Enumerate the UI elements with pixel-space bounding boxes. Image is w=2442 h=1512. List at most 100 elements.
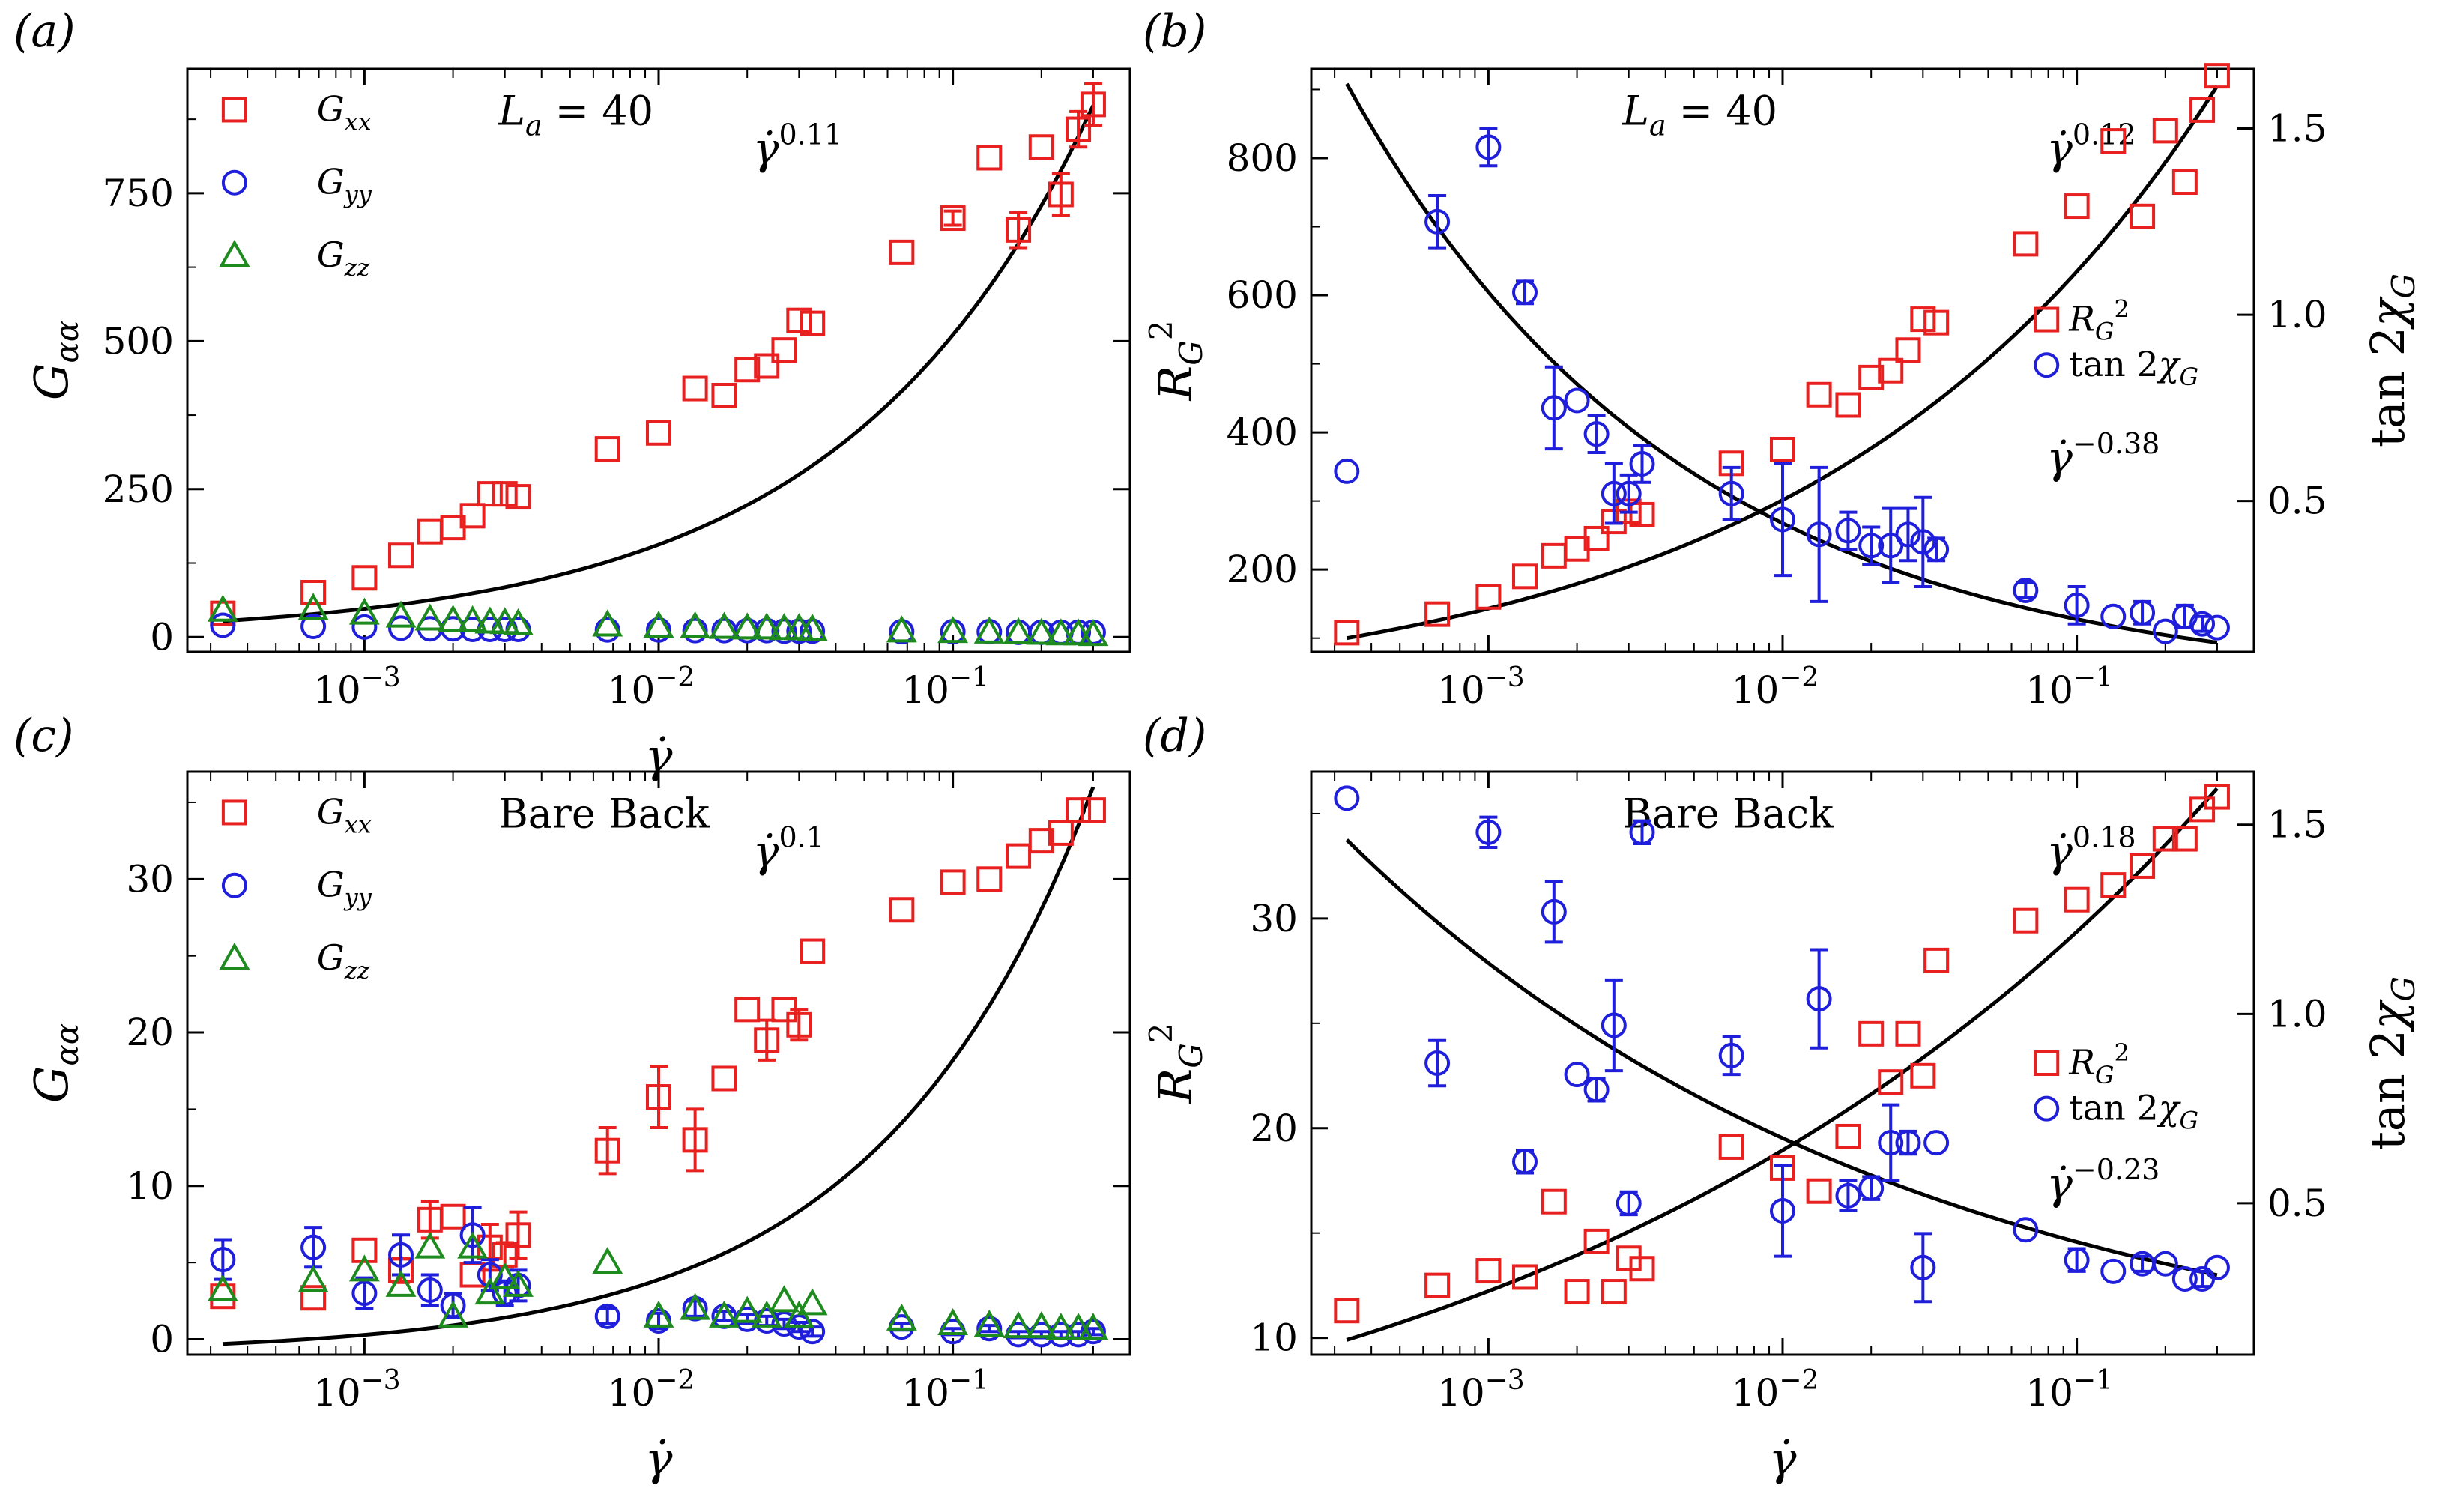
y-right-tick-label: 1.5 <box>2267 803 2327 847</box>
data-point-square <box>2189 97 2216 123</box>
x-tick-label: 10−2 <box>608 1365 695 1415</box>
legend-label: tan 2χG <box>2069 344 2198 391</box>
data-point-square <box>2204 63 2230 89</box>
y-tick-label: 500 <box>103 319 174 363</box>
data-point-square <box>940 869 966 895</box>
data-point-square <box>1541 1188 1567 1215</box>
data-point-circle <box>210 1247 236 1273</box>
chart-panel-c: 10−3 10−2 10−1 0 10 20 30 γ̇ Gαα (c) Bare Back γ̇0.… <box>13 710 1131 1486</box>
series-tan-2-g <box>1334 127 2230 644</box>
data-point-triangle <box>1026 1311 1057 1339</box>
y-tick-label: 30 <box>1250 897 1298 940</box>
data-point-square <box>2171 169 2198 196</box>
data-point-square <box>1770 436 1795 462</box>
data-point-triangle <box>503 1269 534 1297</box>
data-point-square <box>976 866 1003 892</box>
data-point-square <box>1583 1228 1610 1254</box>
legend: Gxx Gyy Gzz <box>219 791 372 985</box>
data-point-square <box>800 310 826 336</box>
data-point-square <box>1629 1256 1655 1282</box>
x-tick-label: 10−3 <box>313 1365 401 1415</box>
panel-annotation: Bare Back <box>1622 790 1834 837</box>
data-point-circle <box>300 614 327 640</box>
data-point-circle <box>1424 1050 1451 1076</box>
data-point-square <box>1806 381 1832 408</box>
data-point-triangle <box>886 615 917 643</box>
data-point-circle <box>1895 521 1921 548</box>
data-point-triangle <box>973 616 1005 644</box>
data-point-square <box>1512 1264 1538 1290</box>
data-point-square <box>800 938 826 964</box>
data-point-triangle <box>348 1254 380 1282</box>
data-point-circle <box>1424 208 1451 235</box>
data-point-square <box>1512 563 1538 590</box>
series-g-zz <box>207 1231 1109 1340</box>
data-point-square <box>1878 357 1904 384</box>
data-point-triangle <box>680 611 711 638</box>
data-point-triangle <box>769 613 800 641</box>
data-point-circle <box>210 612 236 638</box>
data-point-triangle <box>680 1292 711 1320</box>
x-tick-label: 10−1 <box>2025 1365 2113 1415</box>
data-point-circle <box>771 1311 797 1337</box>
series-g-zz <box>207 593 1109 647</box>
data-point-square <box>388 542 414 569</box>
y-tick-label: 20 <box>126 1011 174 1054</box>
data-point-circle <box>2189 611 2216 637</box>
data-point-square <box>1006 843 1032 869</box>
data-point-square <box>2130 203 2156 229</box>
data-point-square <box>1895 1020 1921 1047</box>
x-axis-title: γ̇ <box>644 1431 673 1486</box>
data-point-triangle <box>297 593 329 620</box>
data-point-circle <box>1878 1130 1904 1156</box>
data-point-square <box>1923 309 1950 336</box>
data-point-square <box>2152 118 2178 144</box>
data-point-circle <box>440 1292 466 1319</box>
panel-annotation: Bare Back <box>498 790 710 837</box>
x-axis-title: γ̇ <box>1768 1431 1797 1486</box>
data-point-circle <box>1835 1182 1861 1209</box>
data-point-circle <box>1541 395 1567 421</box>
data-point-triangle <box>474 606 506 634</box>
panel-annotation: La = 40 <box>498 87 653 142</box>
legend-label: Gzz <box>317 937 371 985</box>
data-point-circle <box>1806 521 1832 548</box>
data-point-circle <box>1835 518 1861 544</box>
fit-label: γ̇0.1 <box>753 821 824 877</box>
data-point-circle <box>1583 1077 1610 1103</box>
data-point-square <box>754 1027 780 1053</box>
data-point-circle <box>771 618 797 644</box>
data-point-square <box>1583 525 1610 551</box>
data-point-circle <box>1601 1012 1627 1038</box>
data-point-square <box>682 1127 708 1153</box>
data-point-triangle <box>207 594 238 622</box>
data-point-square <box>1541 542 1567 569</box>
data-point-square <box>682 375 708 402</box>
data-point-square <box>734 997 761 1023</box>
data-point-circle <box>2171 1265 2198 1292</box>
legend-label: RG2 <box>2068 1038 2130 1089</box>
data-point-circle <box>786 618 812 644</box>
data-point-circle <box>2064 592 2090 618</box>
plot-frame <box>186 67 1131 653</box>
data-point-circle <box>1583 421 1610 447</box>
legend-label: RG2 <box>2068 295 2130 346</box>
legend-label: tan 2χG <box>2069 1088 2198 1135</box>
data-point-triangle <box>643 610 674 638</box>
y-axis-title: Gαα <box>24 321 85 400</box>
data-point-triangle <box>709 1300 740 1328</box>
data-point-square <box>711 382 737 408</box>
plot-frame <box>186 770 1131 1356</box>
x-tick-label: 10−3 <box>1437 662 1525 712</box>
panel-label: (a) <box>13 5 76 58</box>
data-point-square <box>477 481 503 507</box>
x-tick-label: 10−2 <box>1732 1365 1819 1415</box>
data-point-triangle <box>937 1307 969 1336</box>
panel-label: (c) <box>13 710 73 762</box>
legend-label: Gxx <box>317 88 372 136</box>
data-point-square <box>1858 1020 1885 1047</box>
data-point-square <box>1835 1123 1861 1149</box>
data-point-triangle <box>1078 1313 1109 1340</box>
